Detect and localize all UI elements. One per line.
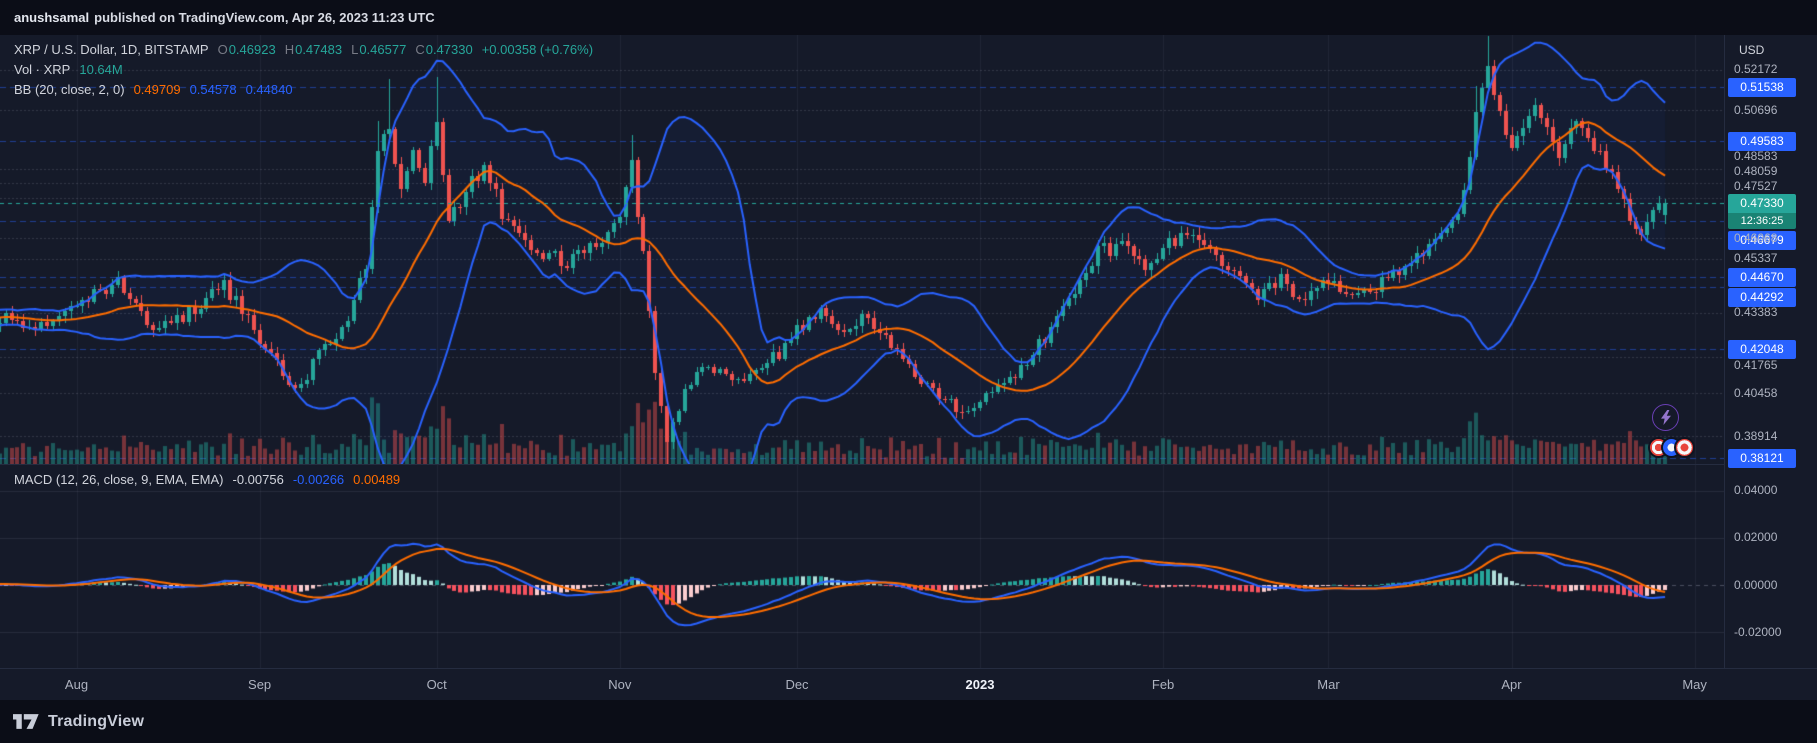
time-axis-label: 2023 [965, 677, 995, 692]
tradingview-wordmark: TradingView [48, 712, 145, 730]
macd-chart-canvas[interactable] [0, 465, 1724, 668]
time-axis-label: Nov [608, 677, 632, 692]
macd-signal-value: 0.00489 [353, 472, 401, 487]
time-axis-label: Apr [1501, 677, 1522, 692]
price-axis-label: 0.48059 [1734, 163, 1778, 178]
time-axis-label: Mar [1317, 677, 1340, 692]
price-axis-label: 0.42048 [1728, 339, 1796, 359]
price-chart-canvas[interactable] [0, 35, 1724, 464]
bb-lower-value: 0.44840 [245, 82, 293, 97]
symbol-legend-row[interactable]: XRP / U.S. Dollar, 1D, BITSTAMP O0.46923… [14, 42, 593, 57]
volume-value: 10.64M [79, 62, 123, 77]
price-axis-label: 0.38914 [1734, 428, 1778, 443]
macd-label: MACD (12, 26, close, 9, EMA, EMA) [14, 472, 224, 487]
main-chart-legend: XRP / U.S. Dollar, 1D, BITSTAMP O0.46923… [14, 42, 593, 97]
price-axis-label: 0.49583 [1728, 131, 1796, 151]
bb-legend-row[interactable]: BB (20, close, 2, 0) 0.49709 0.54578 0.4… [14, 82, 593, 97]
price-axis-label: 0.38121 [1728, 448, 1796, 468]
close-value: C0.47330 [415, 42, 473, 57]
macd-legend-row[interactable]: MACD (12, 26, close, 9, EMA, EMA) -0.007… [14, 472, 400, 487]
lightning-icon [1660, 410, 1671, 425]
currency-label: USD [1739, 43, 1765, 57]
bb-upper-value: 0.54578 [189, 82, 237, 97]
change-value: +0.00358 (+0.76%) [481, 42, 594, 57]
macd-histogram-value: -0.00756 [232, 472, 284, 487]
time-axis-label: Oct [426, 677, 447, 692]
high-value: H0.47483 [284, 42, 343, 57]
price-axis-label: 0.43383 [1734, 305, 1778, 319]
price-axis-label: 0.52172 [1734, 62, 1778, 77]
footer-bar: TradingView [0, 700, 1817, 743]
price-axis-label: 0.47527 [1734, 178, 1778, 193]
bar-countdown: 12:36:25 [1728, 212, 1796, 229]
price-axis-label: 0.45337 [1734, 251, 1778, 265]
macd-axis-label: 0.02000 [1734, 530, 1778, 545]
price-axis-label: 0.44292 [1728, 287, 1796, 307]
macd-axis-label: 0.04000 [1734, 483, 1778, 498]
time-axis-label: Dec [785, 677, 809, 692]
reactions-cluster[interactable] [1648, 437, 1695, 458]
time-axis-label: Aug [64, 677, 89, 692]
reaction-badge-icon [1674, 437, 1695, 458]
tradingview-logo-icon [13, 714, 39, 729]
price-axis-label: 0.40458 [1734, 385, 1778, 400]
publish-info: published on TradingView.com, Apr 26, 20… [94, 10, 435, 25]
pane-separator[interactable] [0, 464, 1817, 465]
price-axis-label: 0.46068 [1734, 230, 1778, 245]
time-axis-label: Feb [1151, 677, 1175, 692]
bb-basis-value: 0.49709 [133, 82, 181, 97]
open-value: O0.46923 [217, 42, 276, 57]
symbol-title: XRP / U.S. Dollar, 1D, BITSTAMP [14, 42, 209, 57]
bb-label: BB (20, close, 2, 0) [14, 82, 125, 97]
current-price-label: 0.47330 12:36:25 [1728, 193, 1796, 229]
macd-axis-label: 0.00000 [1734, 577, 1778, 592]
publish-header: anushsamal published on TradingView.com,… [0, 0, 1817, 35]
price-axis-label: 0.51538 [1728, 77, 1796, 97]
time-axis-label: May [1682, 677, 1707, 692]
volume-label: Vol · XRP [14, 62, 71, 77]
publisher-name[interactable]: anushsamal [14, 10, 90, 25]
price-axis[interactable]: USD 0.52172 0.51538 0.50696 0.49583 0.48583 0… [1724, 35, 1817, 668]
time-axis-label: Sep [248, 677, 272, 692]
volume-legend-row[interactable]: Vol · XRP 10.64M [14, 62, 593, 77]
low-value: L0.46577 [351, 42, 407, 57]
price-axis-label: 0.46679 [1728, 230, 1796, 250]
price-axis-label: 0.48583 [1734, 149, 1778, 164]
price-axis-label: 0.44670 [1728, 267, 1796, 287]
price-axis-label: 0.50696 [1734, 102, 1778, 117]
quick-alert-button[interactable] [1652, 404, 1679, 431]
time-axis[interactable]: Aug Sep Oct Nov Dec 2023 Feb Mar Apr May [0, 668, 1817, 700]
macd-axis-label: -0.02000 [1734, 624, 1782, 639]
macd-line-value: -0.00266 [292, 472, 345, 487]
price-axis-label: 0.41765 [1734, 357, 1778, 372]
tradingview-logo-link[interactable]: TradingView [13, 713, 144, 731]
last-price: 0.47330 [1728, 193, 1796, 213]
